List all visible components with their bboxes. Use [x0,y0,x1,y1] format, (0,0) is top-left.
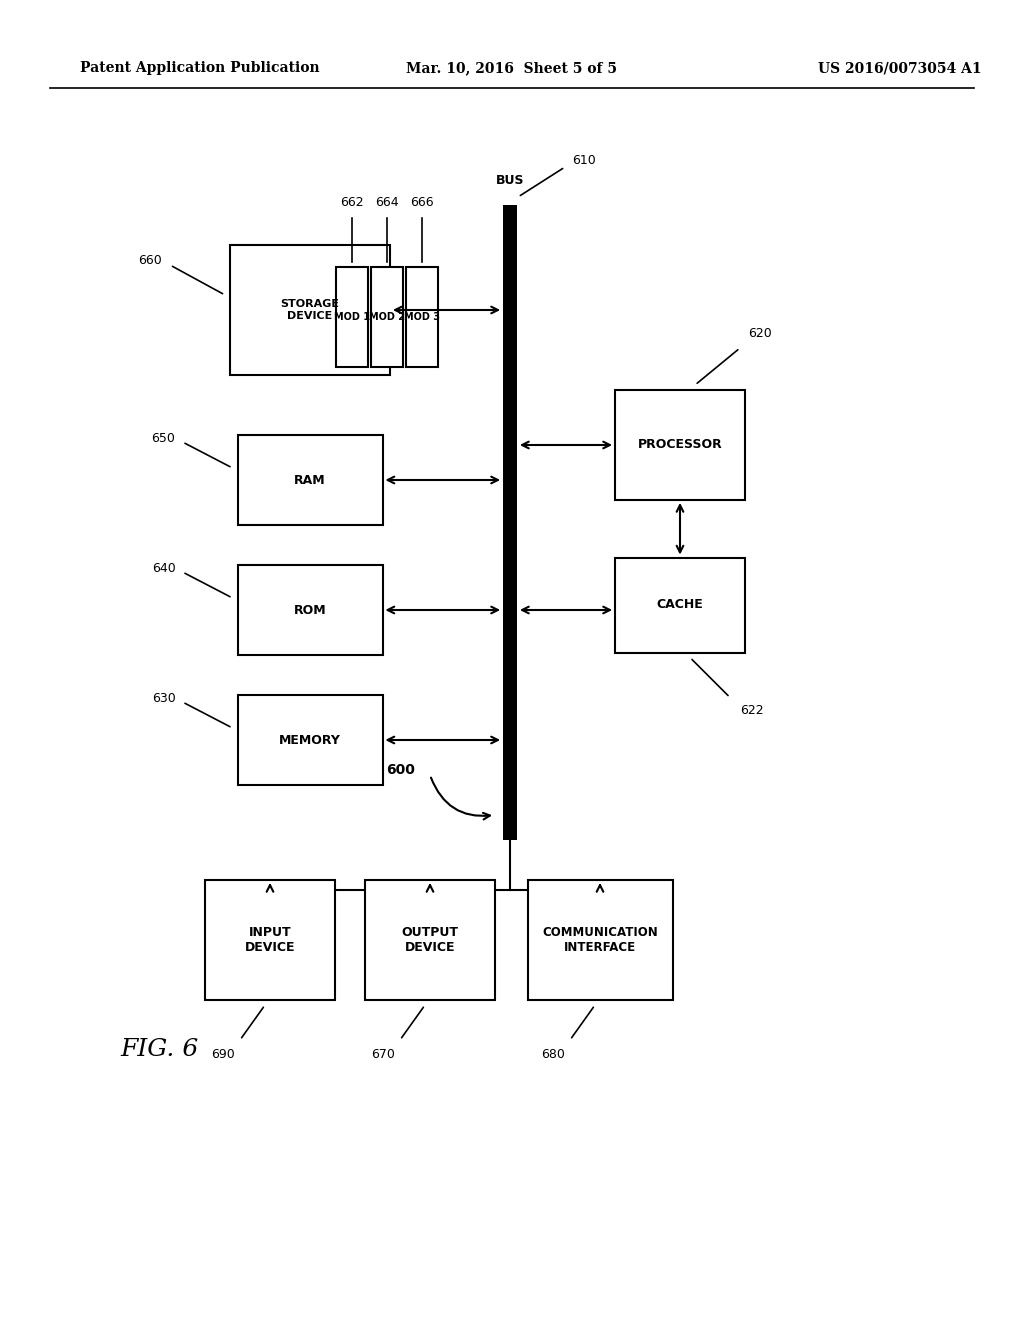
Bar [336,267,368,367]
Text: 670: 670 [371,1048,395,1061]
Text: INPUT
DEVICE: INPUT DEVICE [245,927,295,954]
Text: CACHE: CACHE [656,598,703,611]
Text: 650: 650 [152,432,175,445]
Text: MOD 1: MOD 1 [334,312,370,322]
Text: Patent Application Publication: Patent Application Publication [80,61,319,75]
Text: 680: 680 [541,1048,565,1061]
Text: MOD 3: MOD 3 [404,312,440,322]
Text: COMMUNICATION
INTERFACE: COMMUNICATION INTERFACE [542,927,657,954]
Text: 662: 662 [340,195,364,209]
Text: 630: 630 [152,692,175,705]
Text: US 2016/0073054 A1: US 2016/0073054 A1 [818,61,982,75]
Text: 610: 610 [572,154,596,168]
Bar [527,880,673,1001]
Text: Mar. 10, 2016  Sheet 5 of 5: Mar. 10, 2016 Sheet 5 of 5 [407,61,617,75]
Text: 690: 690 [211,1048,234,1061]
Bar [238,436,383,525]
Text: BUS: BUS [496,174,524,187]
Bar [230,246,390,375]
Bar [205,880,335,1001]
Text: MEMORY: MEMORY [280,734,341,747]
Bar [615,557,745,652]
Text: 640: 640 [152,561,175,574]
Bar [615,389,745,500]
Bar [238,696,383,785]
Text: 664: 664 [375,195,398,209]
Bar [365,880,495,1001]
Bar [238,565,383,655]
Text: OUTPUT
DEVICE: OUTPUT DEVICE [401,927,459,954]
Bar [406,267,438,367]
Text: 622: 622 [740,705,764,718]
Text: 666: 666 [411,195,434,209]
Text: FIG. 6: FIG. 6 [121,1039,199,1061]
Text: MOD 2: MOD 2 [369,312,406,322]
Bar [371,267,403,367]
Text: 600: 600 [386,763,415,777]
Text: RAM: RAM [294,474,326,487]
Text: PROCESSOR: PROCESSOR [638,438,722,451]
Bar [503,205,517,840]
Text: ROM: ROM [294,603,327,616]
Text: 620: 620 [748,327,772,341]
Text: STORAGE
DEVICE: STORAGE DEVICE [281,300,340,321]
Text: 660: 660 [138,253,162,267]
